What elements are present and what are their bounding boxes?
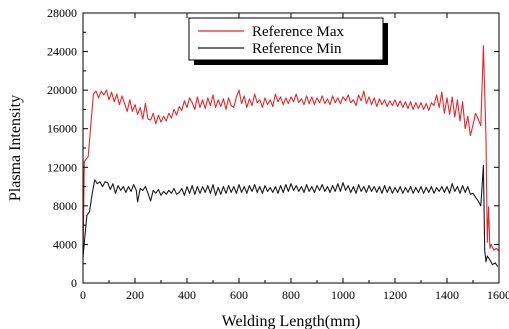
x-tick-label: 600 (230, 288, 248, 302)
series-line-reference-max (82, 45, 500, 259)
y-tick-label: 20000 (47, 83, 77, 97)
y-axis-title: Plasma Intensity (7, 95, 24, 201)
y-tick-label: 8000 (53, 199, 77, 213)
legend-box (188, 17, 384, 61)
plot-area (82, 45, 500, 267)
axes: 0 200 400 600 800 1000 1200 1400 160004000800012… (47, 6, 509, 302)
x-tick-label: 400 (178, 288, 196, 302)
y-tick-label: 28000 (47, 6, 77, 20)
legend: Reference Max Reference Min (188, 17, 388, 65)
y-tick-label: 4000 (53, 237, 77, 251)
x-axis-title: Welding Length(mm) (222, 313, 361, 329)
x-tick-label: 200 (126, 288, 144, 302)
y-tick-label: 16000 (47, 122, 77, 136)
x-tick-label: 1600 (487, 288, 509, 302)
series-line-reference-min (82, 164, 499, 267)
y-tick-label: 12000 (47, 160, 77, 174)
y-tick-label: 24000 (47, 45, 77, 59)
legend-label-reference-min: Reference Min (252, 41, 342, 57)
x-tick-label: 1400 (435, 288, 459, 302)
x-tick-label: 1000 (331, 288, 355, 302)
x-tick-label: 1200 (383, 288, 407, 302)
x-tick-label: 800 (282, 288, 300, 302)
legend-label-reference-max: Reference Max (252, 24, 345, 40)
x-tick-label: 0 (80, 288, 86, 302)
y-tick-label: 0 (71, 276, 77, 290)
